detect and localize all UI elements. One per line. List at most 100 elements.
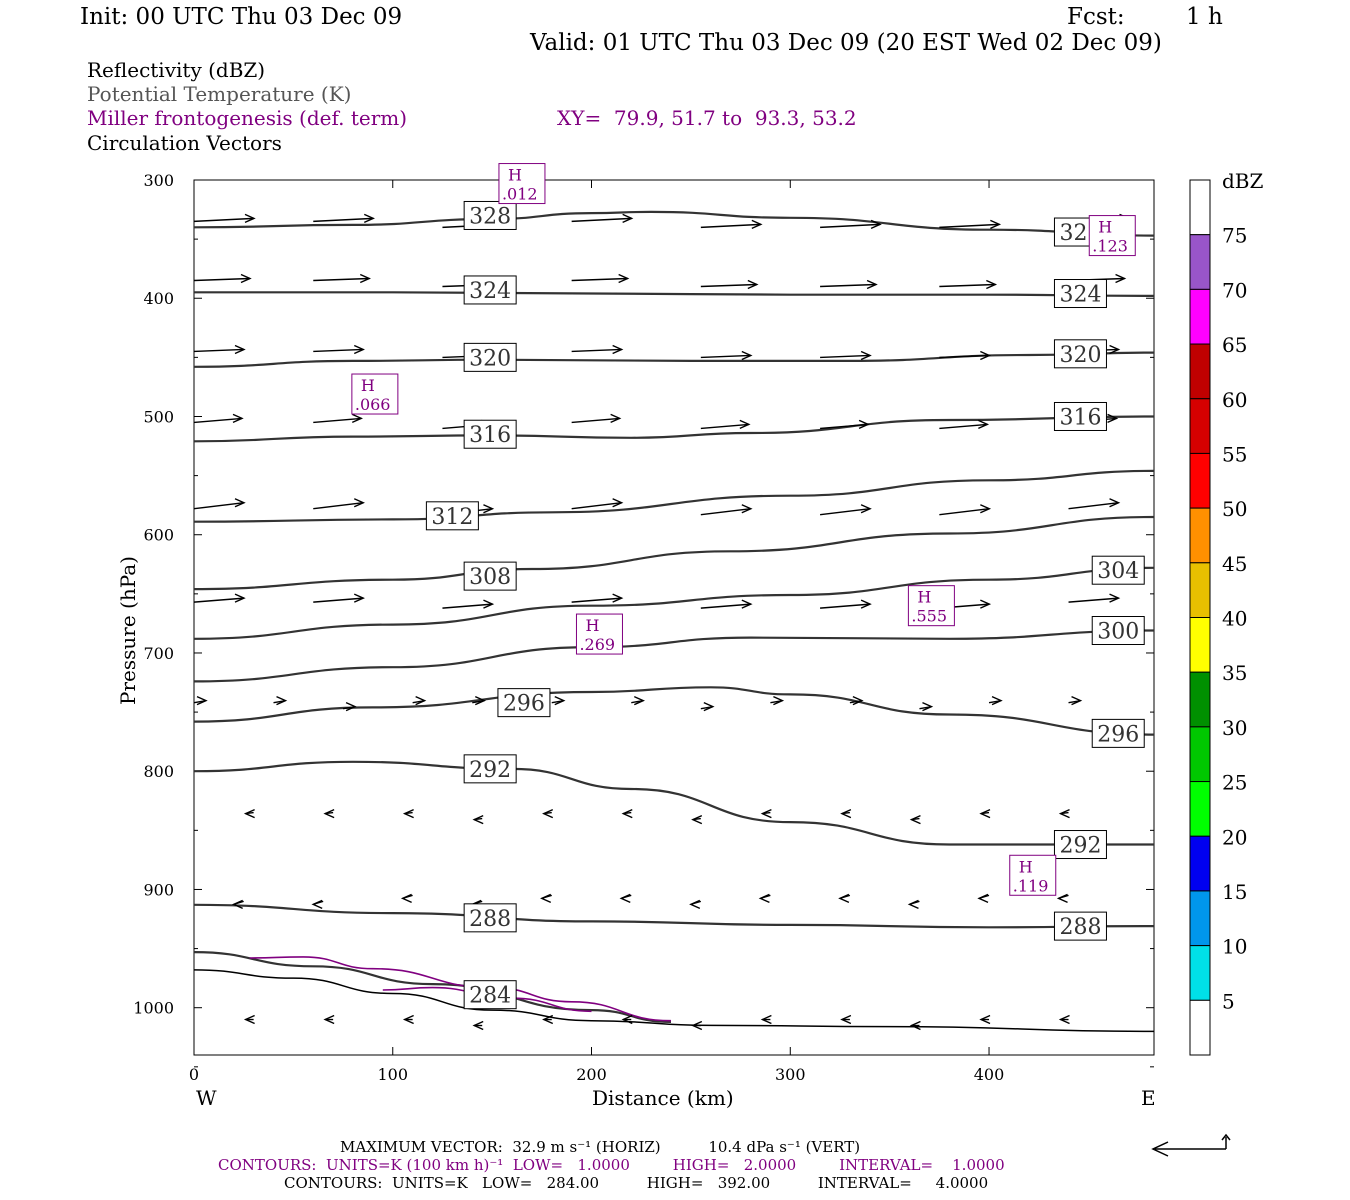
y-tick-label: 300 — [143, 171, 174, 190]
y-tick-label: 700 — [143, 644, 174, 663]
circulation-vector — [700, 504, 753, 516]
circulation-vector — [691, 1020, 703, 1031]
field-miller-frontogenesis: Miller frontogenesis (def. term) — [87, 106, 408, 130]
colorbar-tick-label: 70 — [1222, 278, 1247, 302]
isentrope-label: 320 — [1053, 339, 1107, 369]
colorbar-cell — [1189, 234, 1211, 290]
dbz-colorbar: 5 10 15 20 25 30 35 40 45 50 55 60 65 70 75 — [1189, 179, 1247, 1056]
field-circulation-vectors: Circulation Vectors — [87, 131, 282, 155]
frontogenesis-contour-info: CONTOURS: UNITS=K (100 km h)⁻¹ LOW= 1.00… — [218, 1156, 1005, 1174]
circulation-vector — [820, 279, 878, 290]
svg-text:H: H — [508, 166, 522, 185]
svg-text:.555: .555 — [911, 607, 947, 626]
frontogenesis-maximum: H.012 — [498, 163, 546, 205]
circulation-vector — [571, 498, 624, 510]
circulation-vector — [311, 899, 324, 910]
svg-text:320: 320 — [469, 346, 511, 371]
circulation-vector — [820, 419, 870, 430]
cross-section-endpoints: XY= 79.9, 51.7 to 93.3, 53.2 — [557, 106, 857, 130]
svg-text:316: 316 — [1059, 405, 1101, 430]
svg-text:312: 312 — [431, 505, 473, 530]
svg-text:H: H — [1098, 218, 1112, 237]
svg-text:300: 300 — [1097, 620, 1139, 645]
isentrope-300 — [193, 629, 1155, 683]
svg-text:H: H — [361, 376, 375, 395]
colorbar-tick-label: 45 — [1222, 552, 1247, 576]
colorbar-cell — [1189, 671, 1211, 728]
svg-text:328: 328 — [469, 204, 511, 229]
circulation-vector — [907, 899, 920, 910]
circulation-vector — [193, 695, 208, 706]
circulation-vector — [1068, 593, 1121, 603]
svg-text:.119: .119 — [1013, 876, 1049, 895]
svg-text:288: 288 — [469, 907, 511, 932]
circulation-vector — [770, 695, 785, 706]
circulation-vector — [571, 413, 622, 424]
circulation-vector — [571, 273, 630, 284]
plot-frame — [193, 179, 1155, 1056]
isentrope-296 — [193, 686, 1155, 736]
svg-text:296: 296 — [1097, 722, 1139, 747]
circulation-vector — [840, 808, 852, 819]
isentrope-label: 312 — [425, 501, 479, 531]
x-tick-label: 300 — [775, 1065, 806, 1084]
circulation-vector — [820, 219, 882, 230]
circulation-vector — [840, 1014, 852, 1025]
colorbar-cell — [1189, 343, 1211, 400]
circulation-vector — [619, 893, 632, 904]
circulation-vector — [621, 1014, 633, 1025]
isentrope-label: 296 — [1091, 718, 1145, 748]
svg-text:.123: .123 — [1092, 237, 1128, 256]
colorbar-tick-label: 75 — [1222, 224, 1247, 248]
isentrope-308 — [193, 515, 1155, 591]
circulation-vector — [193, 413, 244, 424]
circulation-vector — [542, 808, 554, 819]
field-potential-temperature: Potential Temperature (K) — [87, 82, 352, 106]
isentrope-label: 328 — [463, 200, 517, 230]
circulation-vector — [540, 893, 552, 904]
y-tick-label: 900 — [143, 880, 174, 899]
circulation-vector — [313, 273, 371, 284]
x-tick-label: 100 — [377, 1065, 408, 1084]
circulation-vector — [323, 808, 335, 819]
west-label: W — [196, 1086, 217, 1110]
circulation-vector — [243, 808, 255, 819]
reference-vector-icon — [1151, 1133, 1231, 1157]
maximum-vector-note: MAXIMUM VECTOR: 32.9 m s⁻¹ (HORIZ) 10.4 … — [340, 1138, 861, 1156]
colorbar-tick-label: 35 — [1222, 661, 1247, 685]
circulation-vector — [838, 893, 851, 904]
colorbar-cell — [1189, 617, 1211, 673]
colorbar-tick-label: 5 — [1222, 989, 1235, 1013]
circulation-vector — [402, 808, 414, 819]
isentrope-304 — [193, 566, 1155, 640]
circulation-vector — [193, 344, 246, 355]
circulation-vector — [323, 1014, 335, 1025]
colorbar-unit-label: dBZ — [1222, 169, 1264, 193]
isentrope-label: 292 — [463, 754, 517, 784]
colorbar-tick-label: 65 — [1222, 333, 1247, 357]
circulation-vector — [849, 695, 864, 706]
circulation-vector — [979, 808, 991, 819]
frontogenesis-maximum: H.269 — [575, 613, 623, 655]
colorbar-cell — [1189, 562, 1211, 618]
isentrope-label: 300 — [1091, 616, 1145, 646]
circulation-vector — [472, 814, 484, 825]
field-reflectivity: Reflectivity (dBZ) — [87, 58, 266, 82]
colorbar-cell — [1189, 999, 1211, 1056]
colorbar-tick-label: 60 — [1222, 388, 1247, 412]
circulation-vector — [700, 599, 753, 609]
circulation-vector — [313, 593, 365, 603]
colorbar-cell — [1189, 452, 1211, 509]
svg-text:H: H — [917, 588, 931, 607]
isentrope-284 — [193, 951, 672, 1023]
isentrope-label: 308 — [463, 561, 517, 591]
x-tick-label: 200 — [576, 1065, 607, 1084]
circulation-vector — [193, 498, 246, 510]
isentrope-288 — [193, 903, 1155, 929]
circulation-vector — [820, 350, 872, 361]
colorbar-cell — [1189, 507, 1211, 564]
svg-text:320: 320 — [1059, 343, 1101, 368]
colorbar-cell — [1189, 726, 1211, 783]
circulation-vector — [939, 419, 990, 430]
